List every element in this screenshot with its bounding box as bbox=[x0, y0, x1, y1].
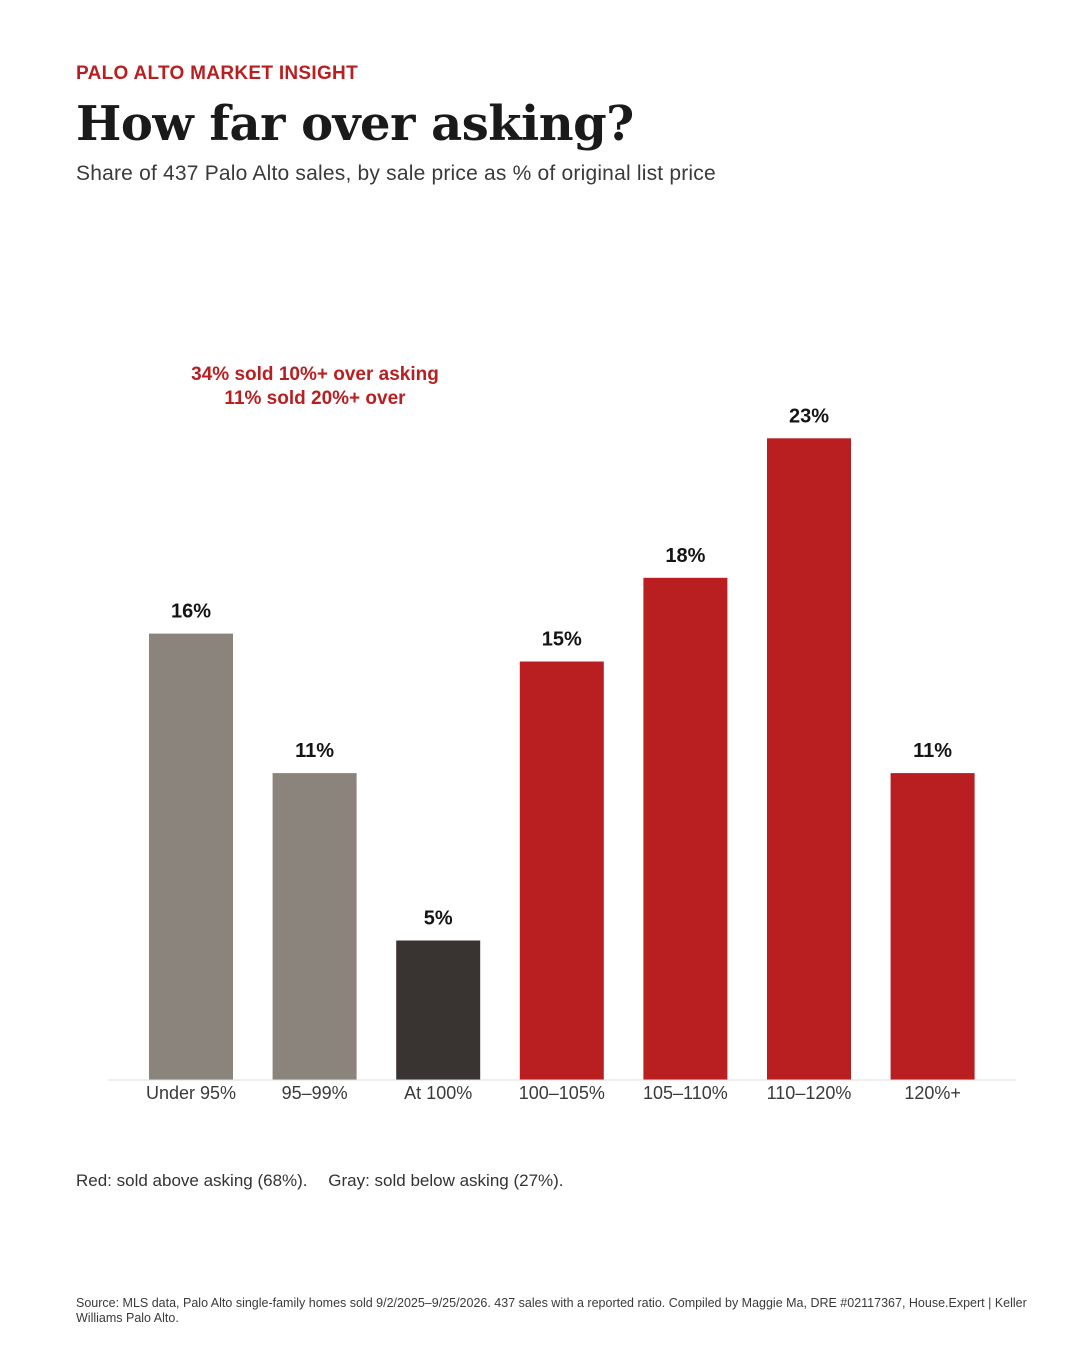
category-label-3: 100–105% bbox=[519, 1083, 605, 1103]
value-label-4: 18% bbox=[665, 545, 705, 567]
category-label-1: 95–99% bbox=[282, 1083, 348, 1103]
value-label-1: 11% bbox=[295, 740, 334, 762]
bar-0 bbox=[149, 633, 233, 1080]
legend-note: Red: sold above asking (68%). Gray: sold… bbox=[76, 1171, 580, 1191]
value-label-6: 11% bbox=[913, 740, 952, 762]
bars-group bbox=[149, 438, 975, 1080]
category-label-6: 120%+ bbox=[904, 1083, 961, 1103]
bar-5 bbox=[767, 438, 851, 1080]
category-label-2: At 100% bbox=[404, 1083, 472, 1103]
annotation-line-1: 34% sold 10%+ over asking bbox=[191, 364, 439, 385]
bar-2 bbox=[396, 940, 481, 1080]
bar-1 bbox=[272, 773, 357, 1080]
source-note: Source: MLS data, Palo Alto single-famil… bbox=[76, 1296, 1027, 1325]
value-label-5: 23% bbox=[789, 405, 829, 427]
value-label-2: 5% bbox=[424, 908, 453, 930]
page-title: How far over asking? bbox=[76, 96, 634, 152]
category-label-0: Under 95% bbox=[146, 1083, 236, 1103]
category-labels-group: Under 95% 95–99% At 100% 100–105% 105–110% 11… bbox=[146, 1083, 961, 1103]
legend-note-red: Red: sold above asking (68%). bbox=[76, 1171, 308, 1190]
kicker: PALO ALTO MARKET INSIGHT bbox=[76, 63, 358, 84]
category-label-4: 105–110% bbox=[643, 1083, 728, 1103]
bar-6 bbox=[890, 773, 975, 1080]
chart-subtitle: Share of 437 Palo Alto sales, by sale pr… bbox=[76, 162, 716, 185]
value-label-3: 15% bbox=[542, 629, 582, 651]
value-labels-group: 16% 11% 5% 15% 18% 23% 11% bbox=[171, 405, 952, 929]
annotation-line-2: 11% sold 20%+ over bbox=[224, 388, 406, 409]
bar-4 bbox=[643, 577, 728, 1080]
category-label-5: 110–120% bbox=[767, 1083, 852, 1103]
value-label-0: 16% bbox=[171, 601, 211, 623]
legend-note-gray: Gray: sold below asking (27%). bbox=[328, 1171, 564, 1190]
bar-3 bbox=[519, 661, 604, 1080]
